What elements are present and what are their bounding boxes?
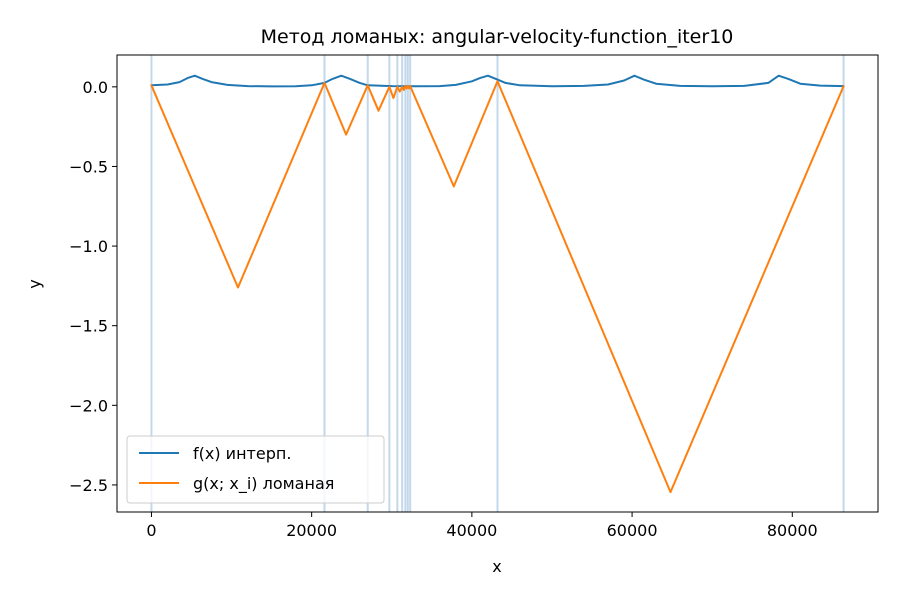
x-tick-label-4: 80000	[767, 521, 818, 540]
series-group	[150, 74, 845, 494]
legend-box	[126, 435, 385, 504]
y-tick-label-3: −1.5	[69, 317, 108, 336]
vertical-lines-group	[150, 55, 845, 512]
legend-label-f: f(x) интерп.	[193, 444, 291, 463]
y-axis-label: y	[25, 279, 44, 288]
y-tick-label-4: −2.0	[69, 396, 108, 415]
plot-frame	[116, 54, 879, 513]
x-axis-label: x	[492, 557, 501, 576]
series-line-0	[150, 74, 845, 88]
y-tick-label-5: −2.5	[69, 476, 108, 495]
y-tick-label-0: 0.0	[83, 78, 108, 97]
series-line-1	[150, 80, 845, 494]
chart-title: Метод ломаных: angular-velocity-function…	[261, 26, 734, 48]
y-axis-ticks: 0.0 −0.5 −1.0 −1.5 −2.0 −2.5	[69, 78, 117, 495]
legend: f(x) интерп. g(x; x_i) ломаная	[126, 435, 385, 504]
x-axis-ticks: 0 20000 40000 60000 80000	[146, 512, 818, 540]
x-tick-label-2: 40000	[446, 521, 497, 540]
x-tick-label-0: 0	[146, 521, 156, 540]
x-tick-label-1: 20000	[286, 521, 337, 540]
y-tick-label-2: −1.0	[69, 237, 108, 256]
y-tick-label-1: −0.5	[69, 157, 108, 176]
legend-label-g: g(x; x_i) ломаная	[193, 474, 334, 494]
x-tick-label-3: 60000	[607, 521, 658, 540]
